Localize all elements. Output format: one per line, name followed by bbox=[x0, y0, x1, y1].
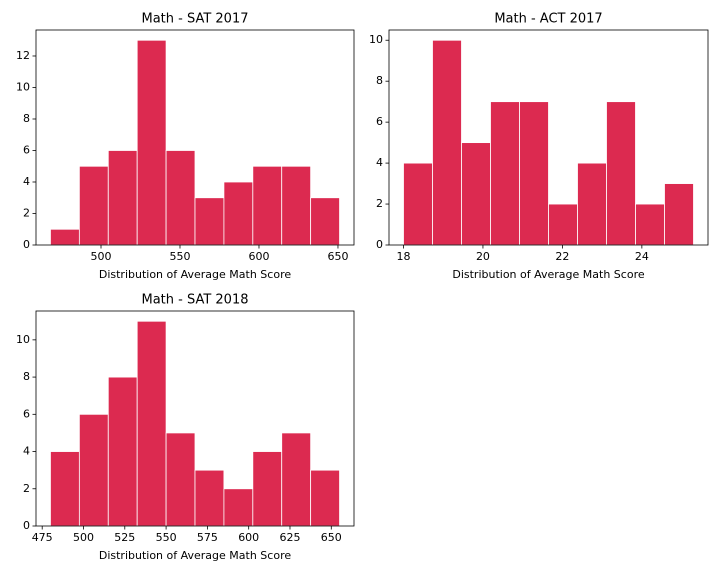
x-tick-label: 525 bbox=[114, 531, 135, 544]
y-tick-label: 4 bbox=[376, 156, 383, 169]
y-tick-label: 10 bbox=[369, 33, 383, 46]
y-tick-label: 8 bbox=[376, 74, 383, 87]
x-tick-label: 475 bbox=[32, 531, 53, 544]
chart-title: Math - SAT 2017 bbox=[141, 12, 248, 27]
y-tick-label: 0 bbox=[376, 238, 383, 251]
y-tick-label: 6 bbox=[23, 407, 30, 420]
bar bbox=[223, 488, 254, 527]
bar bbox=[136, 39, 167, 246]
y-tick-label: 6 bbox=[376, 115, 383, 128]
bar bbox=[432, 39, 462, 246]
bar bbox=[107, 150, 138, 246]
bar bbox=[78, 413, 109, 527]
x-tick-label: 650 bbox=[327, 250, 348, 263]
bar bbox=[490, 101, 520, 246]
bar bbox=[635, 203, 665, 246]
bar bbox=[461, 142, 491, 246]
bar bbox=[281, 165, 312, 246]
y-tick-label: 8 bbox=[23, 370, 30, 383]
bar bbox=[165, 150, 196, 246]
x-axis-label: Distribution of Average Math Score bbox=[99, 268, 291, 281]
y-tick-label: 10 bbox=[16, 333, 30, 346]
bar bbox=[78, 165, 109, 246]
x-tick-label: 550 bbox=[156, 531, 177, 544]
y-tick-label: 10 bbox=[16, 80, 30, 93]
x-tick-label: 24 bbox=[635, 250, 649, 263]
bar bbox=[107, 376, 138, 527]
x-tick-label: 575 bbox=[197, 531, 218, 544]
y-tick-label: 2 bbox=[23, 482, 30, 495]
x-tick-label: 20 bbox=[476, 250, 490, 263]
bar bbox=[664, 183, 694, 246]
x-axis-label: Distribution of Average Math Score bbox=[452, 268, 644, 281]
axes-frame bbox=[35, 29, 355, 246]
bar bbox=[519, 101, 549, 246]
x-tick-label: 600 bbox=[248, 250, 269, 263]
chart-title: Math - ACT 2017 bbox=[494, 12, 602, 27]
x-axis-label: Distribution of Average Math Score bbox=[99, 549, 291, 562]
bar bbox=[50, 228, 80, 246]
bar bbox=[50, 451, 80, 527]
x-tick-label: 625 bbox=[279, 531, 300, 544]
x-tick-label: 500 bbox=[91, 250, 112, 263]
y-tick-label: 4 bbox=[23, 175, 30, 188]
bar bbox=[136, 320, 167, 527]
bar bbox=[310, 469, 340, 527]
bar bbox=[403, 162, 433, 246]
y-tick-label: 4 bbox=[23, 445, 30, 458]
bar bbox=[281, 432, 312, 527]
bar bbox=[606, 101, 636, 246]
y-tick-label: 0 bbox=[23, 519, 30, 532]
x-tick-label: 22 bbox=[555, 250, 569, 263]
y-tick-label: 8 bbox=[23, 112, 30, 125]
bar bbox=[165, 432, 196, 527]
axes-frame bbox=[388, 29, 709, 246]
axes-frame bbox=[35, 310, 355, 527]
y-tick-label: 0 bbox=[23, 238, 30, 251]
y-tick-label: 12 bbox=[16, 49, 30, 62]
x-tick-label: 550 bbox=[169, 250, 190, 263]
bar bbox=[194, 469, 225, 527]
bar bbox=[194, 197, 225, 246]
bar bbox=[223, 181, 254, 246]
x-tick-label: 650 bbox=[321, 531, 342, 544]
bar bbox=[577, 162, 607, 246]
bar bbox=[310, 197, 340, 246]
x-tick-label: 18 bbox=[397, 250, 411, 263]
y-tick-label: 2 bbox=[23, 206, 30, 219]
y-tick-label: 6 bbox=[23, 143, 30, 156]
x-tick-label: 600 bbox=[238, 531, 259, 544]
bar bbox=[548, 203, 578, 246]
y-tick-label: 2 bbox=[376, 197, 383, 210]
bar bbox=[252, 451, 283, 527]
x-tick-label: 500 bbox=[73, 531, 94, 544]
bar bbox=[252, 165, 283, 246]
chart-title: Math - SAT 2018 bbox=[141, 293, 248, 308]
